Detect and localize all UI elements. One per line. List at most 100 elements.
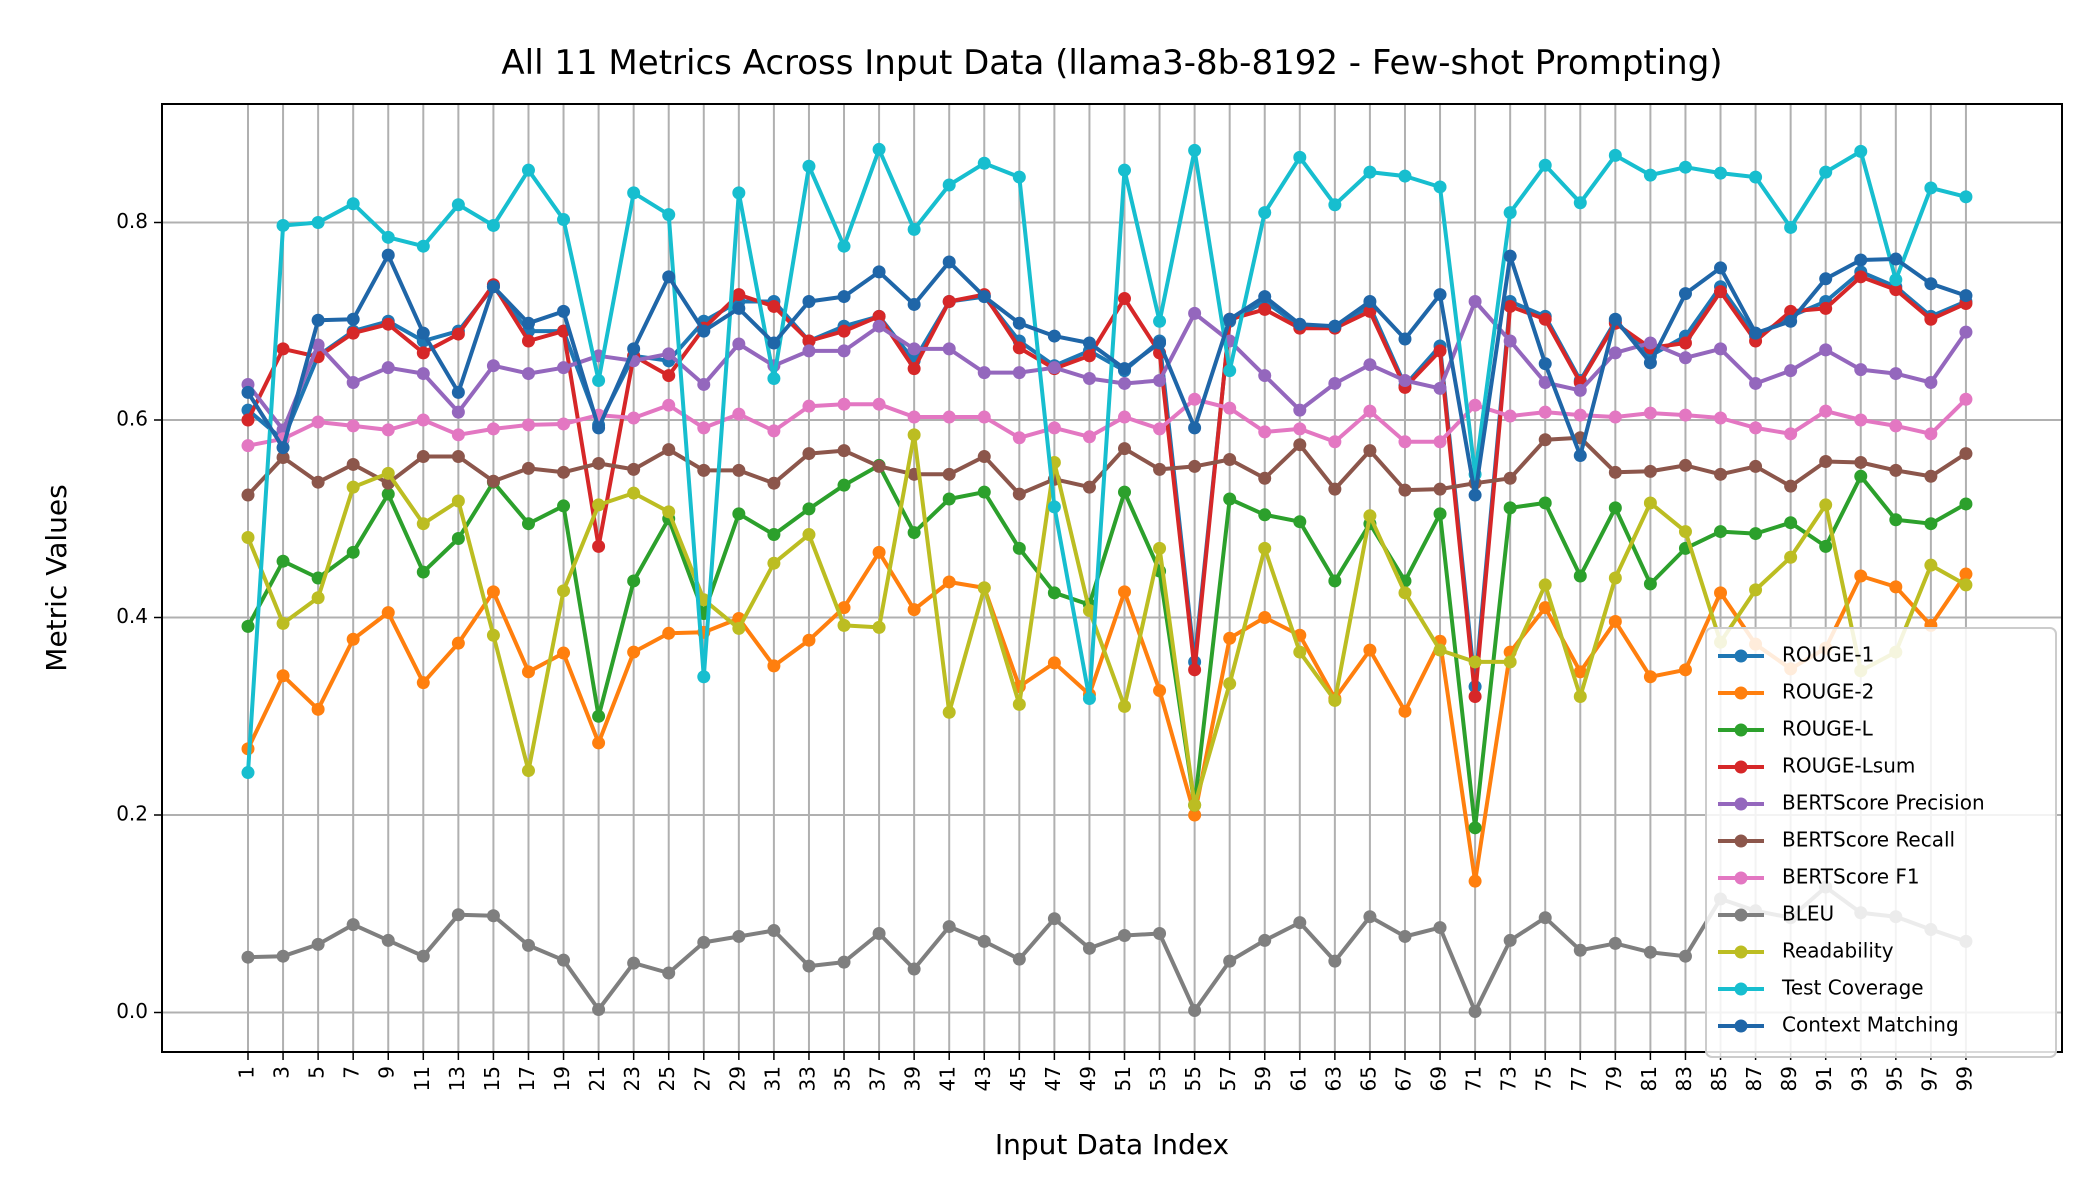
data-point (767, 924, 781, 938)
data-point (1398, 374, 1412, 387)
data-point (1188, 392, 1202, 406)
data-point (837, 324, 851, 338)
data-point (1398, 483, 1412, 497)
data-point (1328, 319, 1342, 333)
data-point (346, 457, 360, 471)
data-point (837, 601, 851, 615)
data-point (627, 486, 641, 500)
data-point (977, 290, 991, 304)
data-point (697, 421, 711, 435)
data-point (1328, 693, 1342, 707)
x-tick-label: 71 (1462, 1066, 1486, 1091)
data-point (1047, 329, 1061, 343)
data-point (592, 498, 606, 512)
x-tick-label: 69 (1427, 1066, 1451, 1091)
x-axis-label: Input Data Index (995, 1128, 1229, 1161)
data-point (1118, 699, 1131, 713)
data-point (521, 764, 535, 778)
x-tick-label: 65 (1356, 1066, 1380, 1091)
data-point (1293, 317, 1307, 331)
data-point (1047, 361, 1061, 375)
data-point (907, 222, 921, 236)
data-point (1854, 469, 1868, 483)
legend-label: ROUGE-L (1782, 717, 1874, 741)
data-point (241, 950, 255, 964)
x-tick-label: 87 (1742, 1066, 1766, 1091)
data-point (592, 1003, 606, 1017)
data-point (1749, 527, 1763, 541)
data-point (1153, 374, 1167, 387)
series-bertscore-precision (241, 295, 1973, 437)
x-tick-label: 35 (831, 1066, 855, 1091)
data-point (627, 411, 641, 425)
data-point (1889, 283, 1903, 297)
data-point (1468, 821, 1482, 835)
data-point (1118, 292, 1131, 306)
data-point (451, 327, 465, 341)
data-point (1328, 954, 1342, 968)
data-point (416, 326, 430, 340)
data-point (942, 492, 956, 506)
data-point (1819, 539, 1833, 553)
data-point (311, 313, 325, 327)
x-tick-label: 49 (1076, 1066, 1100, 1091)
data-point (1118, 163, 1131, 177)
data-point (1363, 509, 1377, 523)
data-point (1889, 419, 1903, 433)
data-point (1082, 372, 1096, 386)
data-point (1223, 453, 1237, 466)
data-point (1749, 421, 1763, 435)
series-bertscore-recall (241, 431, 1973, 502)
data-point (1433, 381, 1447, 395)
data-point (241, 531, 255, 545)
data-point (1784, 220, 1798, 234)
data-point (241, 766, 255, 780)
data-point (1959, 190, 1973, 204)
data-point (1854, 363, 1868, 377)
data-point (416, 346, 430, 360)
data-point (1258, 425, 1272, 439)
data-point (1468, 488, 1482, 502)
legend-item: ROUGE-Lsum (1718, 754, 1915, 778)
data-point (872, 927, 886, 940)
data-point (241, 413, 255, 427)
x-tick-label: 85 (1707, 1066, 1731, 1091)
data-point (942, 255, 956, 269)
data-point (1258, 290, 1272, 304)
data-point (1047, 421, 1061, 435)
data-point (1363, 444, 1377, 458)
data-point (1118, 410, 1131, 424)
data-point (767, 476, 781, 490)
data-point (416, 450, 430, 464)
data-point (1503, 334, 1517, 348)
y-tick-label: 0.8 (116, 209, 148, 233)
data-point (1714, 586, 1728, 600)
data-point (521, 316, 535, 330)
data-point (1188, 798, 1202, 812)
data-point (1012, 487, 1026, 501)
data-point (732, 621, 746, 635)
data-point (697, 593, 711, 607)
data-point (1012, 541, 1026, 555)
data-point (1959, 447, 1973, 461)
data-point (1153, 462, 1167, 476)
data-point (1643, 577, 1657, 591)
data-point (1643, 168, 1657, 182)
data-point (662, 443, 676, 457)
data-point (1503, 409, 1517, 423)
x-tick-label: 43 (971, 1066, 995, 1091)
x-tick-label: 55 (1181, 1066, 1205, 1091)
data-point (1047, 656, 1061, 670)
data-point (1118, 585, 1131, 599)
data-point (627, 462, 641, 476)
data-point (276, 342, 290, 356)
data-point (1468, 398, 1482, 412)
data-point (557, 361, 571, 375)
data-point (1363, 910, 1377, 924)
data-point (1819, 343, 1833, 357)
x-axis-ticks: 1 3 5 7 9 11 13 15 17 19 21 23 25 27 29 31 33 35 37 39 41 43 4… (235, 1052, 1976, 1091)
x-tick-label: 31 (760, 1066, 784, 1091)
x-tick-label: 21 (585, 1066, 609, 1091)
data-point (977, 450, 991, 464)
data-point (1573, 665, 1587, 679)
